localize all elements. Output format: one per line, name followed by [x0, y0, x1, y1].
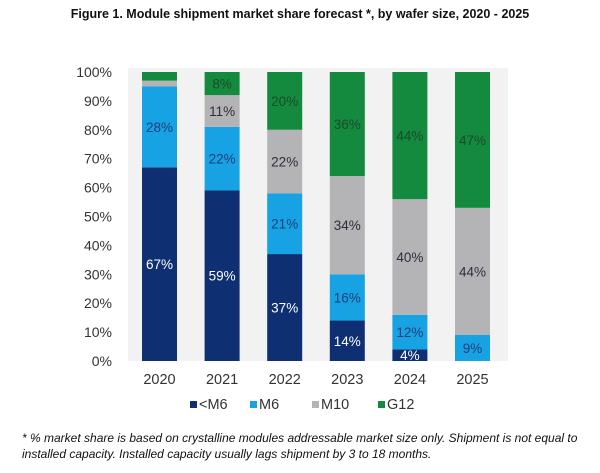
data-label: 16%	[334, 290, 361, 305]
bar-segment	[392, 314, 428, 350]
bar-segment	[455, 72, 490, 208]
legend-swatch	[378, 401, 385, 408]
y-tick-label: 90%	[84, 93, 112, 109]
data-label: 8%	[212, 77, 232, 92]
data-label: 9%	[463, 341, 483, 356]
bar-segment	[392, 72, 428, 200]
x-tick-label: 2025	[456, 372, 488, 388]
data-label: 44%	[396, 129, 423, 144]
bar-segment	[455, 334, 490, 361]
x-tick-label: 2024	[394, 372, 426, 388]
bar-segment	[329, 274, 365, 321]
footnote: * % market share is based on crystalline…	[22, 431, 578, 461]
bar-segment	[455, 207, 490, 335]
bar-segment	[204, 72, 240, 96]
y-tick-label: 20%	[84, 295, 112, 311]
x-tick-label: 2022	[269, 372, 301, 388]
data-label: 11%	[209, 104, 235, 119]
y-tick-label: 100%	[76, 64, 112, 80]
legend-label: M6	[259, 397, 279, 413]
legend-label: M10	[321, 397, 349, 413]
bar-segment	[142, 86, 177, 168]
data-label: 47%	[459, 133, 486, 148]
y-tick-label: 10%	[84, 324, 112, 340]
data-label: 20%	[271, 94, 298, 109]
bar-segment	[142, 167, 177, 361]
stacked-bar-chart: 0% 10% 20% 30% 40% 50% 60% 70% 80% 90% 100% 67% 28% 2…	[76, 64, 508, 413]
data-label: 21%	[271, 217, 298, 232]
y-tick-label: 60%	[84, 180, 112, 196]
bar-segment	[142, 72, 177, 81]
y-tick-label: 50%	[84, 209, 112, 225]
bar-segment	[267, 193, 303, 255]
bar-segment	[392, 349, 428, 361]
x-tick-label: 2020	[143, 372, 175, 388]
y-tick-label: 80%	[84, 122, 112, 138]
bar-segment	[204, 190, 240, 361]
bar-segment	[267, 72, 303, 130]
x-tick-label: 2023	[331, 372, 363, 388]
data-label: 44%	[459, 264, 486, 279]
y-tick-label: 40%	[84, 237, 112, 253]
bar-segment	[204, 95, 240, 127]
bar-segment	[142, 80, 177, 87]
data-label: 59%	[209, 269, 236, 284]
y-tick-label: 30%	[84, 266, 112, 282]
data-label: 28%	[146, 120, 173, 135]
chart-title: Figure 1. Module shipment market share f…	[70, 7, 530, 21]
bar-segment	[204, 126, 240, 191]
y-tick-label: 70%	[84, 151, 112, 167]
bar-segment	[329, 72, 365, 177]
data-label: 37%	[271, 301, 298, 316]
bar-segment	[267, 254, 303, 361]
legend-label: <M6	[199, 397, 228, 413]
data-label: 12%	[396, 325, 423, 340]
legend-swatch	[250, 401, 257, 408]
x-tick-label: 2021	[206, 372, 238, 388]
data-label: 22%	[271, 155, 298, 170]
data-label: 14%	[334, 334, 361, 349]
data-label: 40%	[396, 250, 423, 265]
bar-segment	[329, 176, 365, 275]
data-label: 34%	[334, 218, 361, 233]
bar-segment	[329, 320, 365, 361]
y-tick-label: 0%	[92, 353, 112, 369]
legend-swatch	[312, 401, 319, 408]
data-label: 67%	[146, 257, 173, 272]
legend-label: G12	[387, 397, 414, 413]
data-label: 4%	[400, 348, 420, 363]
bar-segment	[267, 129, 303, 194]
plot-area	[128, 68, 508, 361]
data-label: 36%	[334, 117, 361, 132]
data-label: 22%	[209, 152, 236, 167]
legend-swatch	[190, 401, 197, 408]
bar-segment	[392, 199, 428, 315]
